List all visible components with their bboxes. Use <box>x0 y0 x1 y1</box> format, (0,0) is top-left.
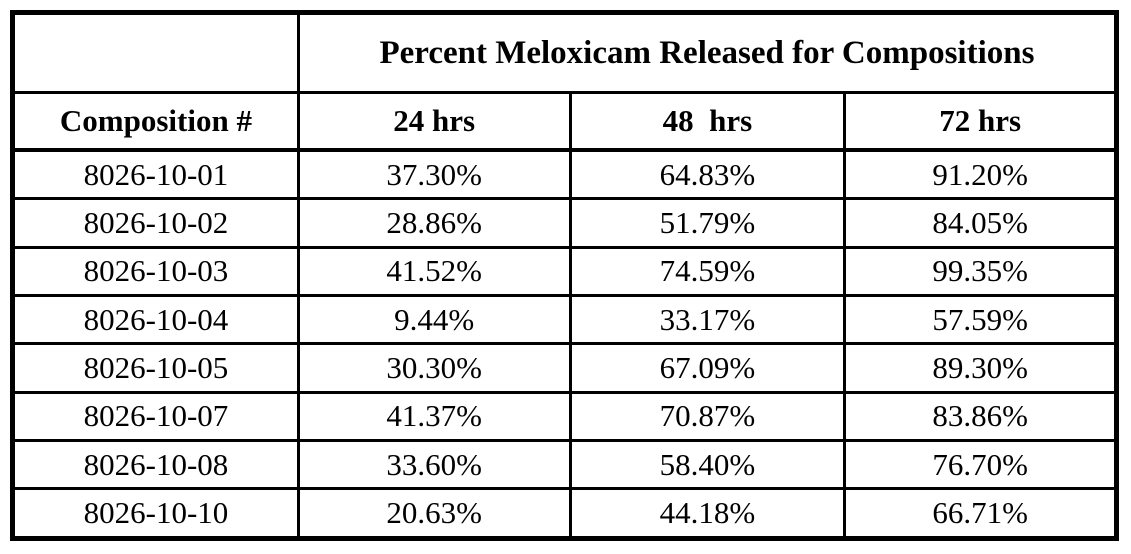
composition-cell: 8026-10-07 <box>11 390 300 443</box>
value-cell-72hrs: 91.20% <box>843 148 1118 201</box>
composition-cell: 8026-10-05 <box>11 342 300 394</box>
value-cell-24hrs: 9.44% <box>296 294 572 346</box>
table-row: 8026-10-07 41.37% 70.87% 83.86% <box>11 390 1118 443</box>
table-row: 8026-10-05 30.30% 67.09% 89.30% <box>11 342 1118 394</box>
value-cell-48hrs: 51.79% <box>568 197 847 249</box>
column-header-composition: Composition # <box>11 91 300 152</box>
value-cell-24hrs: 41.52% <box>296 245 572 298</box>
value-cell-48hrs: 74.59% <box>568 245 847 298</box>
table-row: 8026-10-08 33.60% 58.40% 76.70% <box>11 439 1118 491</box>
table-row: 8026-10-01 37.30% 64.83% 91.20% <box>11 148 1118 201</box>
value-cell-24hrs: 28.86% <box>296 197 572 249</box>
table-header-row: Composition # 24 hrs 48 hrs 72 hrs <box>11 91 1118 152</box>
composition-cell: 8026-10-04 <box>11 294 300 346</box>
table-title: Percent Meloxicam Released for Compositi… <box>296 11 1119 94</box>
table-row: 8026-10-04 9.44% 33.17% 57.59% <box>11 294 1118 346</box>
composition-cell: 8026-10-01 <box>11 148 300 201</box>
value-cell-48hrs: 44.18% <box>568 487 847 540</box>
composition-cell: 8026-10-10 <box>11 487 300 540</box>
column-header-48hrs: 48 hrs <box>568 91 847 152</box>
composition-cell: 8026-10-08 <box>11 439 300 491</box>
value-cell-72hrs: 89.30% <box>843 342 1118 394</box>
value-cell-72hrs: 66.71% <box>843 487 1118 540</box>
corner-empty-cell <box>11 11 300 94</box>
column-header-72hrs: 72 hrs <box>843 91 1118 152</box>
value-cell-24hrs: 30.30% <box>296 342 572 394</box>
value-cell-72hrs: 57.59% <box>843 294 1118 346</box>
table-row: 8026-10-02 28.86% 51.79% 84.05% <box>11 197 1118 249</box>
column-header-24hrs: 24 hrs <box>296 91 572 152</box>
value-cell-24hrs: 37.30% <box>296 148 572 201</box>
value-cell-48hrs: 33.17% <box>568 294 847 346</box>
table-title-row: Percent Meloxicam Released for Compositi… <box>11 11 1119 94</box>
value-cell-48hrs: 70.87% <box>568 390 847 443</box>
value-cell-48hrs: 67.09% <box>568 342 847 394</box>
value-cell-48hrs: 64.83% <box>568 148 847 201</box>
composition-cell: 8026-10-03 <box>11 245 300 298</box>
value-cell-24hrs: 41.37% <box>296 390 572 443</box>
percent-meloxicam-released-table: Percent Meloxicam Released for Compositi… <box>10 10 1119 541</box>
value-cell-72hrs: 76.70% <box>843 439 1118 491</box>
value-cell-72hrs: 83.86% <box>843 390 1118 443</box>
value-cell-72hrs: 84.05% <box>843 197 1118 249</box>
value-cell-72hrs: 99.35% <box>843 245 1118 298</box>
value-cell-24hrs: 33.60% <box>296 439 572 491</box>
table-row: 8026-10-03 41.52% 74.59% 99.35% <box>11 245 1118 298</box>
value-cell-24hrs: 20.63% <box>296 487 572 540</box>
composition-cell: 8026-10-02 <box>11 197 300 249</box>
value-cell-48hrs: 58.40% <box>568 439 847 491</box>
table-row: 8026-10-10 20.63% 44.18% 66.71% <box>11 487 1118 540</box>
